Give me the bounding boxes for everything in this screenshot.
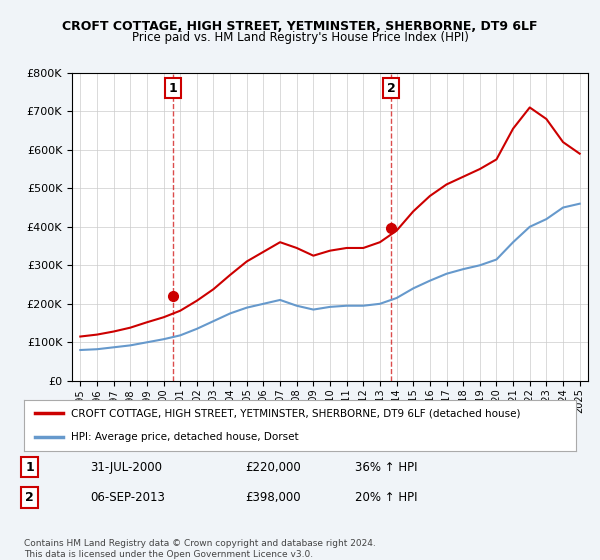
Text: Contains HM Land Registry data © Crown copyright and database right 2024.: Contains HM Land Registry data © Crown c… (24, 539, 376, 548)
Text: 36% ↑ HPI: 36% ↑ HPI (355, 461, 418, 474)
Text: CROFT COTTAGE, HIGH STREET, YETMINSTER, SHERBORNE, DT9 6LF: CROFT COTTAGE, HIGH STREET, YETMINSTER, … (62, 20, 538, 32)
Text: CROFT COTTAGE, HIGH STREET, YETMINSTER, SHERBORNE, DT9 6LF (detached house): CROFT COTTAGE, HIGH STREET, YETMINSTER, … (71, 408, 520, 418)
Text: 1: 1 (169, 82, 178, 95)
Text: HPI: Average price, detached house, Dorset: HPI: Average price, detached house, Dors… (71, 432, 299, 442)
Text: 2: 2 (387, 82, 395, 95)
Text: 06-SEP-2013: 06-SEP-2013 (90, 491, 165, 504)
Text: 31-JUL-2000: 31-JUL-2000 (90, 461, 162, 474)
Text: £398,000: £398,000 (245, 491, 301, 504)
Text: 1: 1 (25, 461, 34, 474)
Text: Price paid vs. HM Land Registry's House Price Index (HPI): Price paid vs. HM Land Registry's House … (131, 31, 469, 44)
Text: 2: 2 (25, 491, 34, 504)
Text: 20% ↑ HPI: 20% ↑ HPI (355, 491, 418, 504)
Text: £220,000: £220,000 (245, 461, 301, 474)
Text: This data is licensed under the Open Government Licence v3.0.: This data is licensed under the Open Gov… (24, 550, 313, 559)
